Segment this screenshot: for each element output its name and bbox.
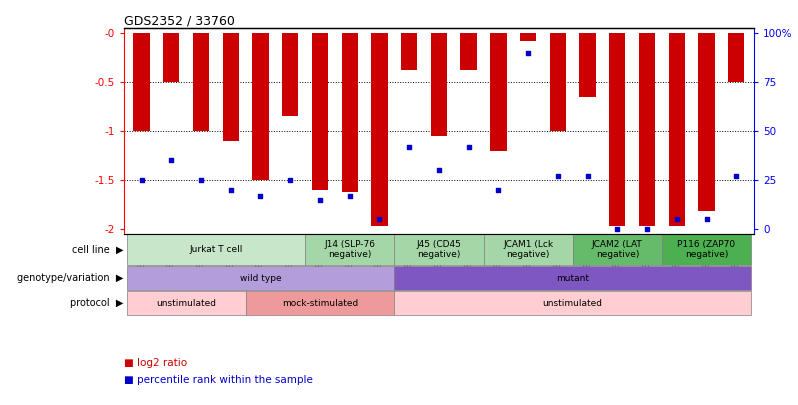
Point (224, 186, 237, 193)
Bar (698, 33, 715, 211)
Bar (223, 33, 239, 141)
Bar (252, 33, 269, 180)
Bar (550, 33, 566, 131)
Point (403, 143, 416, 150)
Text: P116 (ZAP70
negative): P116 (ZAP70 negative) (678, 240, 736, 260)
Point (195, 177, 207, 183)
Point (581, 173, 594, 179)
Point (254, 192, 267, 199)
Bar (312, 33, 328, 190)
Text: JCAM1 (Lck
negative): JCAM1 (Lck negative) (503, 240, 553, 260)
Text: cell line  ▶: cell line ▶ (72, 245, 123, 255)
Bar (728, 33, 745, 82)
Bar (193, 33, 209, 131)
FancyBboxPatch shape (127, 266, 394, 290)
Point (462, 143, 475, 150)
Bar (133, 33, 150, 131)
Bar (490, 33, 507, 151)
Point (700, 216, 713, 222)
Bar (579, 33, 596, 97)
Bar (401, 33, 417, 70)
Bar (342, 33, 358, 192)
Text: J45 (CD45
negative): J45 (CD45 negative) (417, 240, 461, 260)
Bar (609, 33, 626, 226)
Point (492, 186, 505, 193)
Bar (460, 33, 477, 70)
Text: genotype/variation  ▶: genotype/variation ▶ (17, 273, 123, 283)
Text: Jurkat T cell: Jurkat T cell (189, 245, 243, 254)
Bar (371, 33, 388, 226)
Point (343, 192, 356, 199)
Text: ■ percentile rank within the sample: ■ percentile rank within the sample (124, 375, 313, 385)
FancyBboxPatch shape (394, 266, 751, 290)
FancyBboxPatch shape (127, 291, 246, 315)
Point (135, 177, 148, 183)
Point (611, 226, 624, 232)
Text: GDS2352 / 33760: GDS2352 / 33760 (124, 14, 235, 27)
FancyBboxPatch shape (394, 234, 484, 265)
Bar (163, 33, 180, 82)
Text: mock-stimulated: mock-stimulated (282, 299, 358, 308)
Point (433, 167, 445, 173)
Text: mutant: mutant (556, 274, 589, 283)
Point (551, 173, 564, 179)
Text: protocol  ▶: protocol ▶ (69, 298, 123, 308)
Bar (282, 33, 298, 116)
Bar (669, 33, 685, 226)
Text: JCAM2 (LAT
negative): JCAM2 (LAT negative) (592, 240, 642, 260)
Bar (639, 33, 655, 226)
Point (641, 226, 654, 232)
FancyBboxPatch shape (573, 234, 662, 265)
Point (522, 49, 535, 56)
Text: unstimulated: unstimulated (156, 299, 216, 308)
FancyBboxPatch shape (484, 234, 573, 265)
Point (730, 173, 743, 179)
FancyBboxPatch shape (394, 291, 751, 315)
Text: ■ log2 ratio: ■ log2 ratio (124, 358, 187, 369)
Point (373, 216, 385, 222)
FancyBboxPatch shape (305, 234, 394, 265)
Text: J14 (SLP-76
negative): J14 (SLP-76 negative) (324, 240, 375, 260)
Text: wild type: wild type (239, 274, 281, 283)
FancyBboxPatch shape (662, 234, 751, 265)
FancyBboxPatch shape (246, 291, 394, 315)
Point (165, 157, 178, 164)
Text: unstimulated: unstimulated (543, 299, 602, 308)
FancyBboxPatch shape (127, 234, 305, 265)
Bar (431, 33, 447, 136)
Bar (520, 33, 536, 41)
Point (314, 196, 326, 203)
Point (670, 216, 683, 222)
Point (284, 177, 297, 183)
